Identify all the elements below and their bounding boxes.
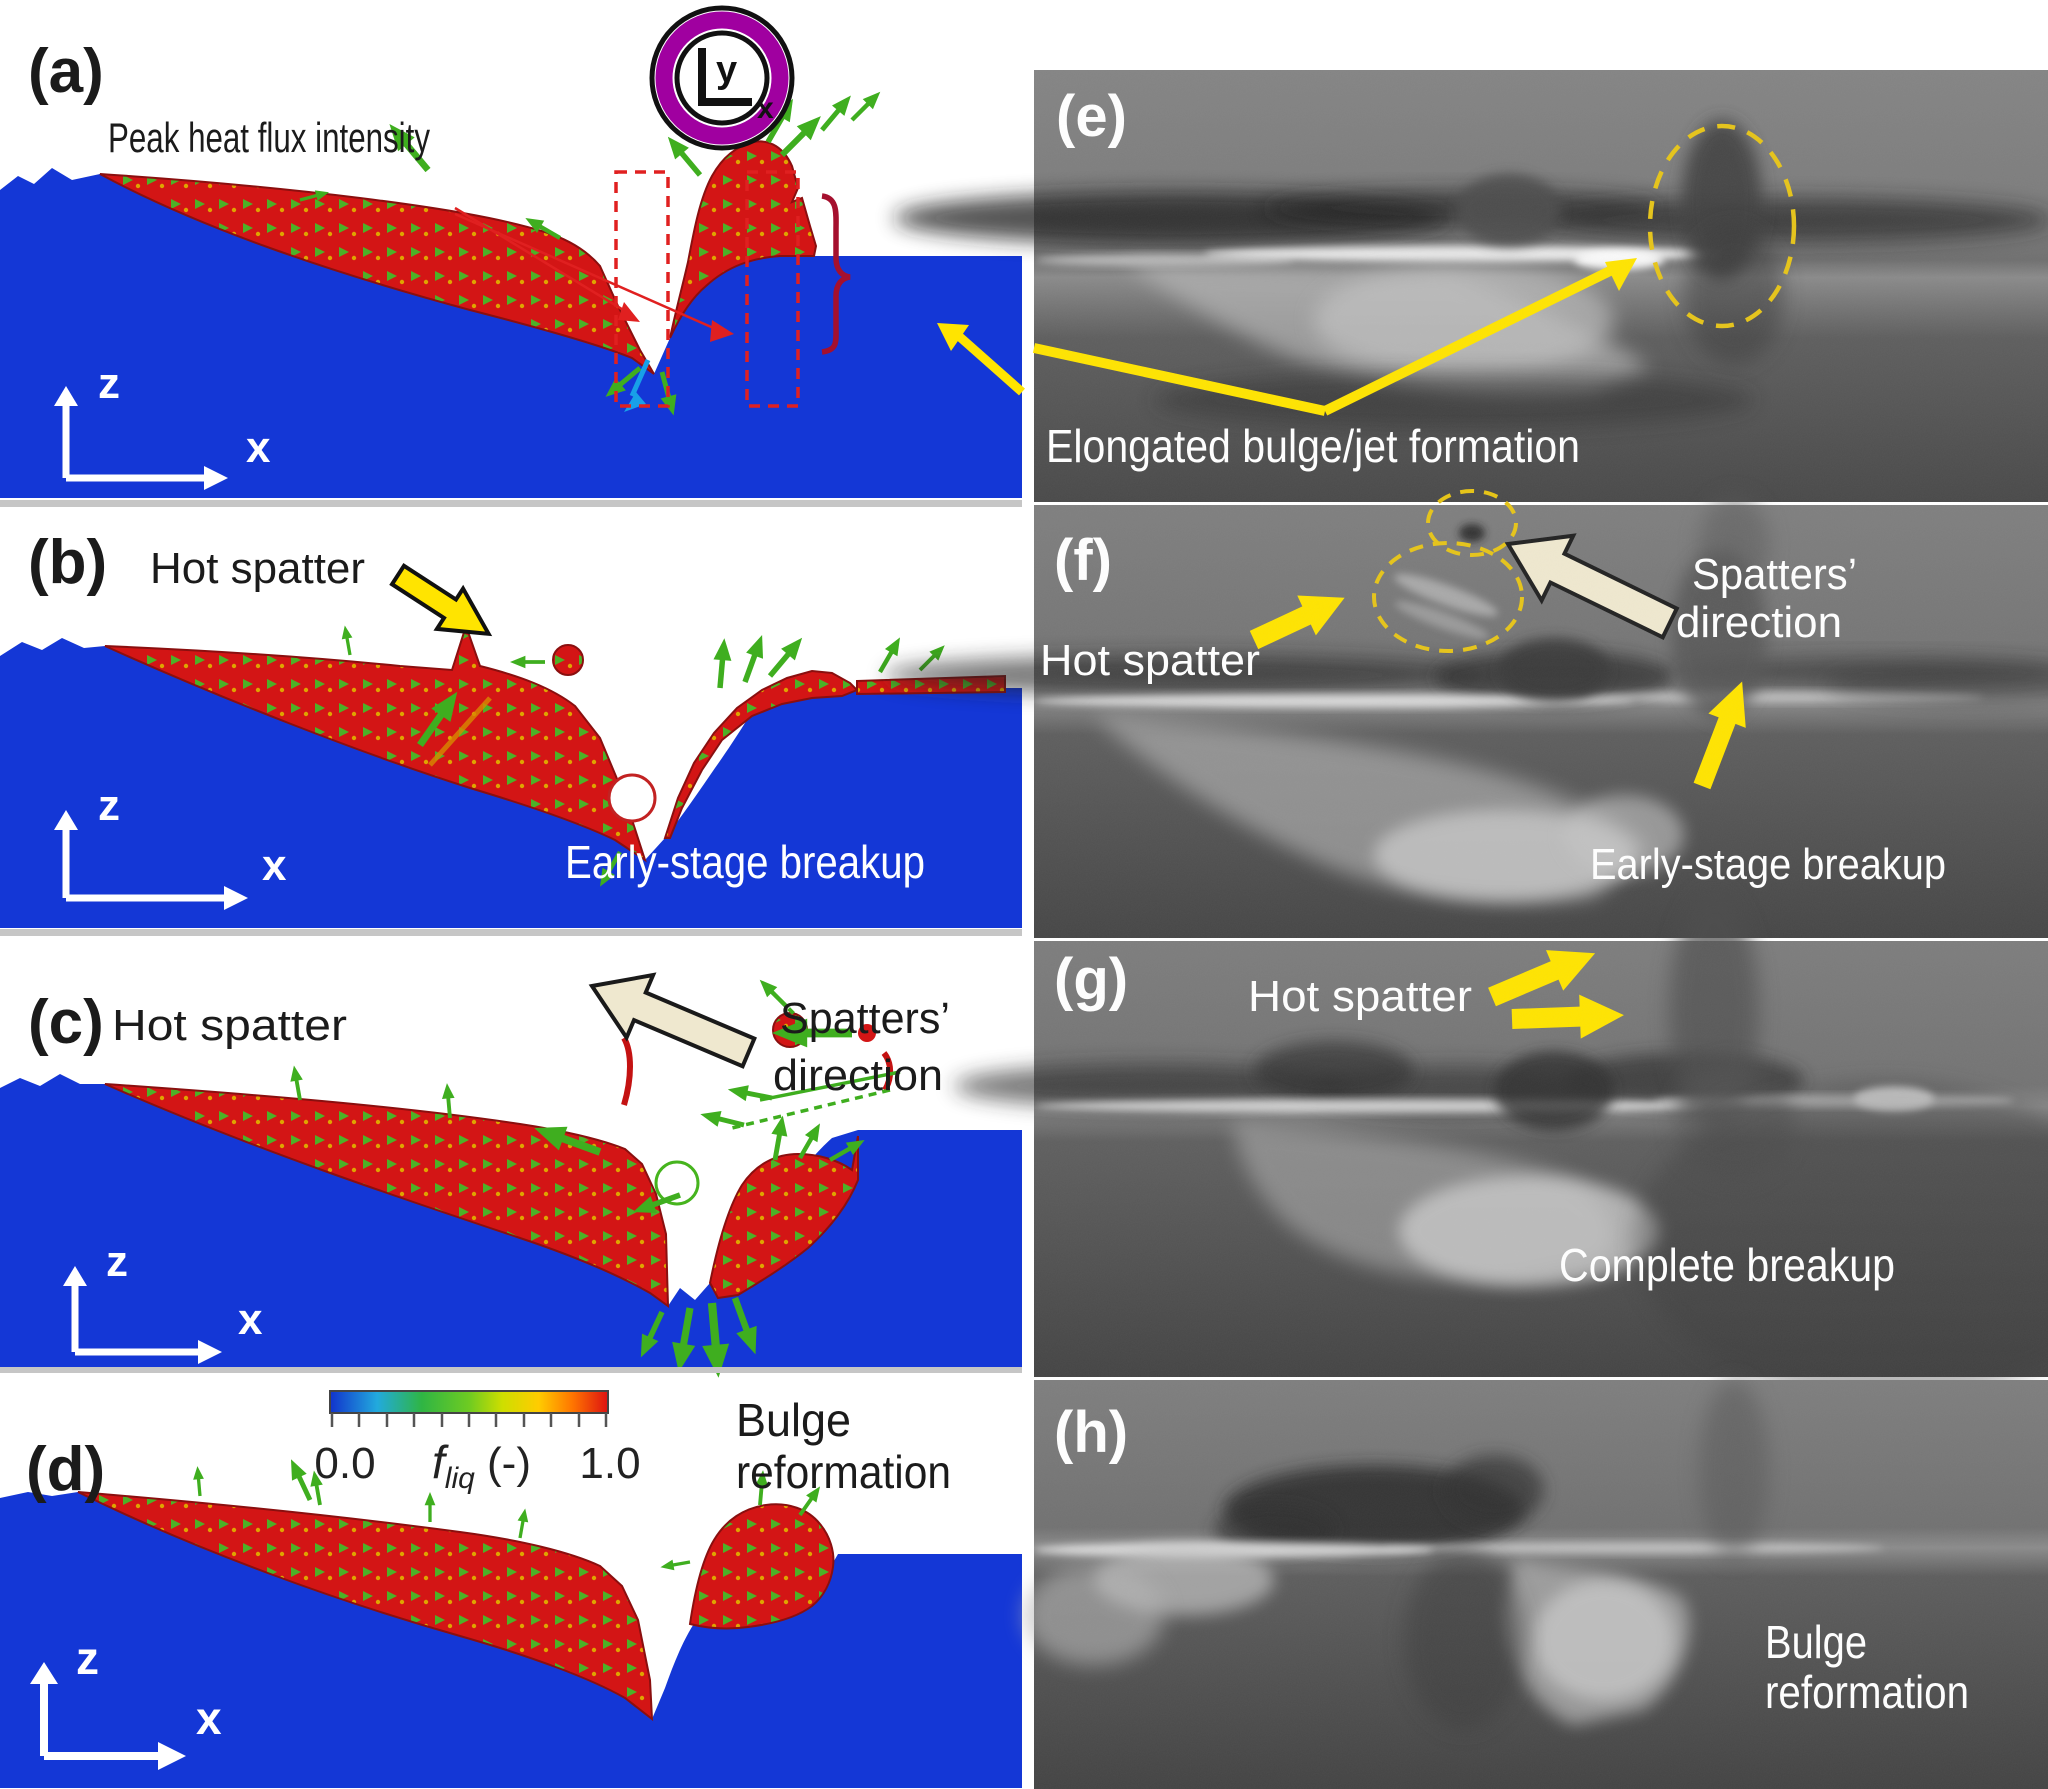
badge-y-label: y <box>716 49 737 91</box>
stage-caption-d-line1: Bulge <box>736 1394 851 1446</box>
colorbar-ticks <box>330 1413 608 1427</box>
axis-z-c: z <box>106 1237 128 1286</box>
spatter-droplet-b <box>552 644 584 676</box>
panel-b-label: (b) <box>28 528 107 597</box>
axis-z-b: z <box>98 781 120 830</box>
melt-pool-c <box>104 1083 670 1308</box>
panel-a-label: (a) <box>28 37 104 106</box>
zx-axes-b <box>54 810 248 910</box>
zx-axes-c <box>63 1266 222 1364</box>
melt-pool-d <box>77 1491 654 1722</box>
colorbar-subscript: liq <box>445 1462 475 1495</box>
spatters-direction-line2-c: direction <box>773 1051 943 1100</box>
spatters-direction-arrow-c <box>588 972 757 1069</box>
melt-bulge-a <box>669 140 818 339</box>
velocity-vectors-b <box>337 622 952 891</box>
panel-c: (c) Hot spatter Spatters’ direction z x <box>0 972 1022 1379</box>
axis-x-c: x <box>238 1295 263 1344</box>
colorbar-title: fliq (-) <box>432 1436 531 1495</box>
melt-bulge-c <box>708 1135 859 1300</box>
film-grain-g <box>1034 941 2048 1377</box>
panel-d-label: (d) <box>26 1435 105 1504</box>
ring-purple <box>655 11 789 145</box>
melt-pool-b <box>104 622 647 863</box>
panel-c-label: (c) <box>28 988 104 1057</box>
substrate-c <box>0 1074 1022 1368</box>
keyhole-bubble-c <box>654 1160 700 1206</box>
axis-z-a: z <box>98 359 120 408</box>
colorbar-gradient <box>329 1390 609 1414</box>
coordinate-ring-badge: y x <box>649 5 795 151</box>
axis-z-d: z <box>76 1632 99 1684</box>
depth-brace <box>821 193 851 355</box>
heat-flux-pointer-lines <box>454 206 734 342</box>
melt-filament-c <box>621 1036 633 1106</box>
divider-bc <box>0 929 1022 936</box>
substrate-a <box>0 168 1022 498</box>
panel-a: y x (a) Peak heat flux intensity z x <box>0 5 1025 498</box>
spatters-direction-line1-c: Spatters’ <box>780 994 950 1043</box>
laser-beam-box-1 <box>614 170 670 408</box>
divider-ab <box>0 500 1022 507</box>
hot-spatter-note-c: Hot spatter <box>112 1001 347 1050</box>
colorbar: 0.0 fliq (-) 1.0 <box>314 1390 641 1495</box>
cross-reference-arrow-from-e <box>937 323 1025 396</box>
stage-caption-b: Early-stage breakup <box>565 836 925 888</box>
laser-beam-box-2 <box>745 170 800 408</box>
panel-d: 0.0 fliq (-) 1.0 (d) Bulge reformation z… <box>0 1390 1022 1788</box>
stage-caption-d-line2: reformation <box>736 1446 951 1498</box>
panel-e: (e) Elongated bulge/jet formation <box>894 70 2048 502</box>
axis-x-d: x <box>196 1692 222 1744</box>
panel-g: (g) Hot spatter Complete breakup <box>954 891 2048 1401</box>
film-grain-e <box>1034 70 2048 502</box>
peak-heat-flux-note: Peak heat flux intensity <box>108 114 430 161</box>
melt-bulge-b <box>663 669 859 839</box>
substrate-d <box>0 1492 1022 1788</box>
spatter-droplet-c2 <box>858 1024 876 1042</box>
colorbar-max: 1.0 <box>579 1439 640 1488</box>
melt-pool-a <box>99 173 655 375</box>
hot-spatter-arrow-b <box>389 563 493 637</box>
spatter-sliver-c <box>881 1051 894 1092</box>
axis-x-a: x <box>246 423 271 472</box>
hot-spatter-note-b: Hot spatter <box>150 544 365 593</box>
colorbar-unit: (-) <box>475 1439 531 1488</box>
zx-axes-d <box>30 1662 186 1770</box>
melt-bulge-d <box>688 1503 835 1630</box>
badge-x-label: x <box>757 92 774 125</box>
axis-x-b: x <box>262 841 287 890</box>
panel-f: (f) Hot spatter Spatters’ direction Earl… <box>884 489 2048 938</box>
film-grain-f <box>1034 505 2048 938</box>
zx-axes-a <box>54 386 228 490</box>
colorbar-symbol: f <box>432 1436 449 1488</box>
yx-axes-icon <box>698 48 752 106</box>
colorbar-min: 0.0 <box>314 1439 375 1488</box>
panel-b: (b) Hot spatter Early-stage breakup z x <box>0 528 1022 928</box>
divider-cd <box>0 1367 1022 1373</box>
panel-h: (h) Bulge reformation <box>1024 1380 2048 1789</box>
velocity-vectors-c <box>285 975 901 1379</box>
film-grain-h <box>1034 1380 2048 1789</box>
keyhole-bubble-b <box>607 773 657 823</box>
